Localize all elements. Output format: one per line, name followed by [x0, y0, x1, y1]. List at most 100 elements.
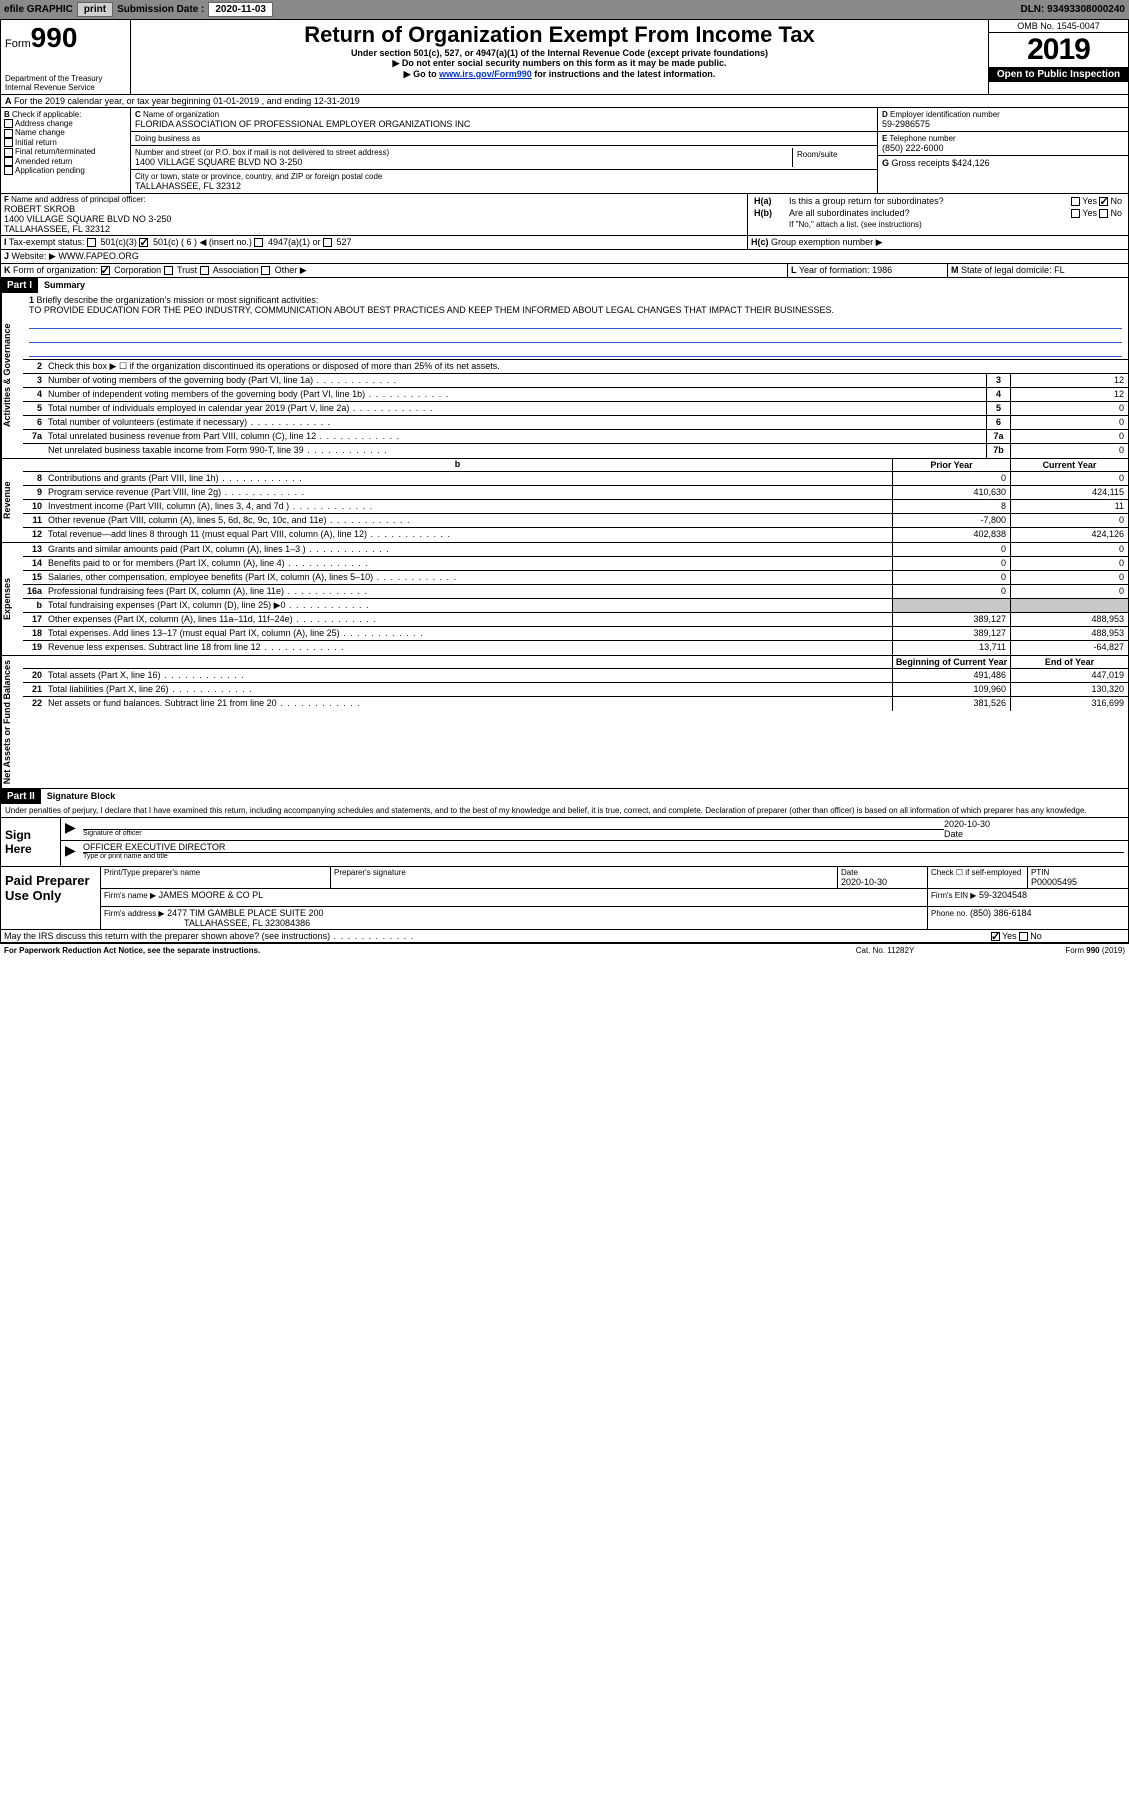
summary-line: 10Investment income (Part VIII, column (… — [23, 500, 1128, 514]
form-header: Form990 Department of the Treasury Inter… — [1, 20, 1128, 95]
summary-line: 18Total expenses. Add lines 13–17 (must … — [23, 627, 1128, 641]
firm-addr2: TALLAHASSEE, FL 323084386 — [184, 918, 310, 928]
officer-addr1: 1400 VILLAGE SQUARE BLVD NO 3-250 — [4, 214, 744, 224]
firm-phone: (850) 386-6184 — [970, 908, 1032, 918]
summary-line: 6Total number of volunteers (estimate if… — [23, 416, 1128, 430]
prep-name-label: Print/Type preparer's name — [104, 868, 327, 877]
summary-line: 13Grants and similar amounts paid (Part … — [23, 543, 1128, 557]
discuss-no[interactable] — [1019, 932, 1028, 941]
chk-4947[interactable] — [254, 238, 263, 247]
sig-date: 2020-10-30 — [944, 819, 1124, 829]
hb-no[interactable] — [1099, 209, 1108, 218]
tab-netassets: Net Assets or Fund Balances — [1, 656, 23, 788]
ptin-value: P00005495 — [1031, 877, 1125, 887]
summary-line: 12Total revenue—add lines 8 through 11 (… — [23, 528, 1128, 542]
summary-line: 17Other expenses (Part IX, column (A), l… — [23, 613, 1128, 627]
irs-discuss-row: May the IRS discuss this return with the… — [1, 930, 1128, 943]
row-klm: K Form of organization: Corporation Trus… — [1, 264, 1128, 278]
paid-preparer-block: Paid Preparer Use Only Print/Type prepar… — [1, 867, 1128, 930]
arrow-icon: ▶ — [65, 842, 83, 860]
tab-revenue: Revenue — [1, 459, 23, 542]
gross-receipts: 424,126 — [957, 158, 990, 168]
org-city: TALLAHASSEE, FL 32312 — [135, 181, 873, 191]
mission-block: 1 Briefly describe the organization's mi… — [23, 293, 1128, 360]
chk-pending: Application pending — [4, 166, 127, 175]
chk-address: Address change — [4, 119, 127, 128]
form-number: Form990 — [5, 22, 126, 54]
summary-line: 15Salaries, other compensation, employee… — [23, 571, 1128, 585]
chk-501c3[interactable] — [87, 238, 96, 247]
print-button[interactable]: print — [77, 2, 113, 17]
prep-selfemp: Check ☐ if self-employed — [931, 868, 1024, 877]
form-footer: Form 990 (2019) — [985, 946, 1125, 955]
irs-link[interactable]: www.irs.gov/Form990 — [439, 69, 532, 79]
hc-label: Group exemption number ▶ — [771, 237, 882, 247]
sign-here-label: Sign Here — [1, 818, 61, 866]
discuss-question: May the IRS discuss this return with the… — [1, 930, 988, 942]
form-subtitle-3: ▶ Go to www.irs.gov/Form990 for instruct… — [135, 69, 984, 80]
summary-line: 21Total liabilities (Part X, line 26)109… — [23, 683, 1128, 697]
chk-corp[interactable] — [101, 266, 110, 275]
sig-date-label: Date — [944, 829, 1124, 839]
submission-date: 2020-11-03 — [208, 2, 273, 17]
officer-title: OFFICER EXECUTIVE DIRECTOR — [83, 842, 1124, 852]
summary-line: 5Total number of individuals employed in… — [23, 402, 1128, 416]
beg-year-hdr: Beginning of Current Year — [892, 656, 1010, 668]
website: WWW.FAPEO.ORG — [58, 251, 139, 261]
efile-label: efile GRAPHIC — [4, 4, 73, 15]
chk-assoc[interactable] — [200, 266, 209, 275]
row-j: J Website: ▶ WWW.FAPEO.ORG — [1, 250, 1128, 264]
hb-note: If "No," attach a list. (see instruction… — [751, 219, 1125, 230]
chk-501c[interactable] — [139, 238, 148, 247]
expenses-section: Expenses 13Grants and similar amounts pa… — [1, 543, 1128, 656]
chk-name: Name change — [4, 128, 127, 137]
part1-header: Part I Summary — [1, 278, 1128, 293]
ha-no[interactable] — [1099, 197, 1108, 206]
chk-527[interactable] — [323, 238, 332, 247]
dept-treasury: Department of the Treasury — [5, 74, 126, 83]
summary-line: Net unrelated business taxable income fr… — [23, 444, 1128, 458]
part2-num: Part II — [1, 789, 41, 804]
summary-line: 7aTotal unrelated business revenue from … — [23, 430, 1128, 444]
ha-label: Is this a group return for subordinates? — [789, 196, 1071, 206]
row-a-tax-year: A For the 2019 calendar year, or tax yea… — [1, 95, 1128, 108]
room-label: Room/suite — [797, 150, 869, 159]
summary-line: 20Total assets (Part X, line 16)491,4864… — [23, 669, 1128, 683]
chk-trust[interactable] — [164, 266, 173, 275]
chk-final: Final return/terminated — [4, 147, 127, 156]
row-i: I Tax-exempt status: 501(c)(3) 501(c) ( … — [1, 236, 1128, 250]
governance-section: Activities & Governance 1 Briefly descri… — [1, 293, 1128, 459]
toolbar: efile GRAPHIC print Submission Date : 20… — [0, 0, 1129, 19]
current-year-hdr: Current Year — [1010, 459, 1128, 471]
prep-date: 2020-10-30 — [841, 877, 924, 887]
chk-other[interactable] — [261, 266, 270, 275]
summary-line: 3Number of voting members of the governi… — [23, 374, 1128, 388]
form-990: Form990 Department of the Treasury Inter… — [0, 19, 1129, 944]
part2-title: Signature Block — [41, 789, 1128, 804]
discuss-yes[interactable] — [991, 932, 1000, 941]
summary-line: 19Revenue less expenses. Subtract line 1… — [23, 641, 1128, 655]
summary-line: 11Other revenue (Part VIII, column (A), … — [23, 514, 1128, 528]
hb-yes[interactable] — [1071, 209, 1080, 218]
officer-addr2: TALLAHASSEE, FL 32312 — [4, 224, 744, 234]
firm-addr1: 2477 TIM GAMBLE PLACE SUITE 200 — [167, 908, 323, 918]
omb-number: OMB No. 1545-0047 — [989, 20, 1128, 33]
city-label: City or town, state or province, country… — [135, 172, 873, 181]
year-formation: 1986 — [872, 265, 892, 275]
dln-label: DLN: 93493308000240 — [1020, 4, 1125, 15]
bocy-header: Beginning of Current Year End of Year — [23, 656, 1128, 669]
dba-label: Doing business as — [135, 134, 873, 143]
section-bcd: B Check if applicable: Address change Na… — [1, 108, 1128, 194]
form-title: Return of Organization Exempt From Incom… — [135, 22, 984, 48]
form-subtitle-2: Do not enter social security numbers on … — [135, 58, 984, 69]
summary-line: 14Benefits paid to or for members (Part … — [23, 557, 1128, 571]
summary-line: 8Contributions and grants (Part VIII, li… — [23, 472, 1128, 486]
submission-label: Submission Date : — [117, 4, 204, 15]
col-c-org: C Name of organization FLORIDA ASSOCIATI… — [131, 108, 878, 193]
sig-officer-label: Signature of officer — [83, 829, 944, 837]
perjury-text: Under penalties of perjury, I declare th… — [1, 804, 1128, 818]
summary-line: 16aProfessional fundraising fees (Part I… — [23, 585, 1128, 599]
ha-yes[interactable] — [1071, 197, 1080, 206]
open-public-badge: Open to Public Inspection — [989, 67, 1128, 82]
firm-ein: 59-3204548 — [979, 890, 1027, 900]
